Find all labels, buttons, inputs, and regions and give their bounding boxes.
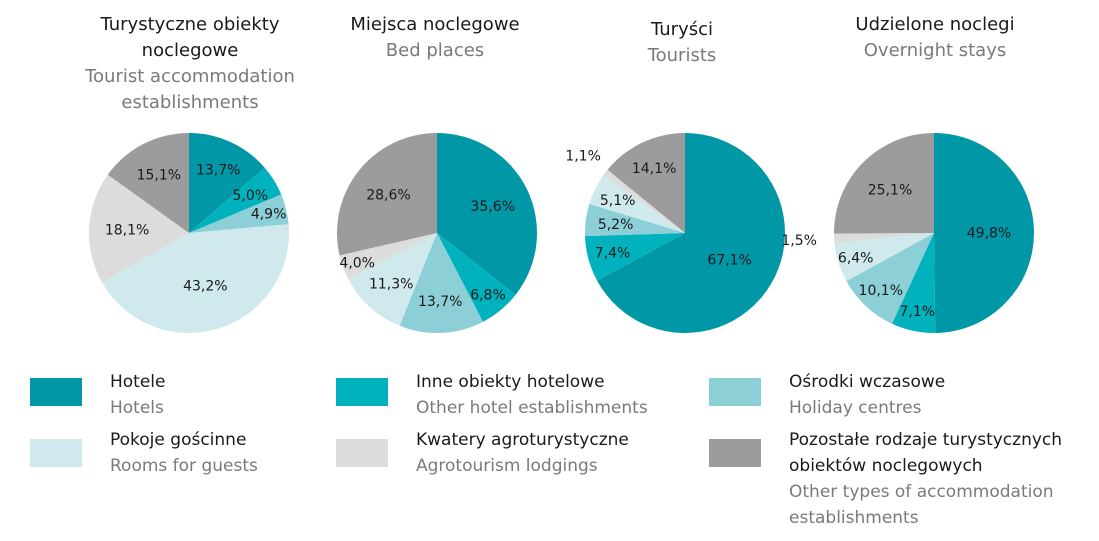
pie-slice-label-other-hotel: 7,1% [899, 304, 935, 320]
pie-slice-label-other-hotel: 6,8% [470, 288, 506, 304]
pie-slice-label-hotels: 13,7% [196, 162, 240, 178]
pie-title-pl: Miejsca noclegowe [350, 14, 520, 35]
pie-title-establishments: Turystyczne obiekty noclegowe Tourist ac… [75, 12, 305, 116]
pie-slice-hotels [934, 133, 1034, 333]
pie-title-tourists: Turyści Tourists [567, 17, 797, 69]
pie-slice-agro [834, 233, 934, 244]
pie-slice-hotels [597, 133, 785, 333]
pie-slice-other [834, 133, 934, 234]
pie-slice-label-hotels: 35,6% [471, 199, 515, 215]
legend-swatch-holiday [709, 378, 761, 406]
pie-slice-agro [603, 169, 685, 233]
pie-title-pl: Turystyczne obiekty noclegowe [100, 14, 280, 61]
pie-charts: 13,7% 5,0% 4,9% 43,2% 18,1% 15,1% 35,6% 6,8% 13,… [89, 133, 1034, 333]
pie-slice-label-other-hotel: 5,0% [232, 188, 268, 204]
pie-slice-rooms [589, 175, 685, 233]
pie-slice-other [107, 133, 189, 233]
pie-slice-label-holiday: 5,2% [598, 217, 634, 233]
pie-slice-label-hotels: 49,8% [967, 226, 1011, 242]
legend-label-en: Rooms for guests [110, 456, 258, 476]
pie-slice-label-other: 15,1% [137, 167, 181, 183]
legend-swatch-agro [336, 439, 388, 467]
pie-slice-label-agro: 4,0% [339, 255, 375, 271]
legend-label-en: Other types of accommodation establishme… [789, 482, 1054, 528]
pie-slice-holiday [846, 233, 934, 324]
legend-label-pl: Pokoje gościnne [110, 430, 247, 450]
legend-label-pl: Kwatery agroturystyczne [416, 430, 629, 450]
pie-slice-agro [339, 233, 437, 279]
pie-slice-label-rooms: 6,4% [838, 250, 874, 266]
pie-slice-other [336, 133, 437, 256]
pie-slice-label-holiday: 10,1% [859, 283, 903, 299]
legend-label-en: Hotels [110, 398, 164, 418]
pie-slice-agro [89, 174, 189, 283]
pie-slice-holiday [399, 233, 483, 333]
pie-slice-holiday [584, 203, 685, 237]
pie-slice-label-rooms: 5,1% [600, 193, 636, 209]
pie-slice-other-hotel [585, 233, 685, 281]
pie-slice-label-other: 14,1% [632, 161, 676, 177]
legend-label-en: Other hotel establishments [416, 398, 648, 418]
pie-subtitle-en: Tourists [647, 45, 717, 66]
pie-slice-label-holiday: 4,9% [251, 206, 287, 222]
pie-subtitle-en: Tourist accommodation establishments [85, 66, 295, 113]
pie-slice-holiday [189, 194, 289, 233]
pie-slice-rooms [348, 233, 437, 326]
pie-slice-label-agro: 1,5% [781, 233, 817, 249]
pie-slice-other [607, 133, 685, 233]
pie-slice-label-agro: 1,1% [565, 149, 601, 165]
pie-title-bed-places: Miejsca noclegowe Bed places [320, 12, 550, 64]
pie-title-pl: Turyści [651, 19, 713, 40]
pie-slice-label-rooms: 11,3% [369, 276, 413, 292]
pie-title-pl: Udzielone noclegi [855, 14, 1015, 35]
pie-slice-label-agro: 18,1% [105, 223, 149, 239]
pie-slice-label-other-hotel: 7,4% [595, 246, 631, 262]
legend-label-pl: Pozostałe rodzaje turystycznych obiektów… [789, 430, 1063, 476]
pie-slice-label-hotels: 67,1% [707, 253, 751, 269]
pie-slice-other-hotel [189, 167, 282, 233]
legend-label-en: Holiday centres [789, 398, 922, 418]
pie-slice-label-other: 28,6% [366, 187, 410, 203]
pie-subtitle-en: Overnight stays [863, 40, 1007, 61]
pie-slice-rooms [834, 233, 934, 282]
legend-label-pl: Hotele [110, 372, 166, 392]
legend-label-pl: Ośrodki wczasowe [789, 372, 946, 392]
legend-label-pl: Inne obiekty hotelowe [416, 372, 605, 392]
pie-slice-other-hotel [437, 233, 516, 322]
legend-swatch-other-hotel [336, 378, 388, 406]
pie-slice-label-other: 25,1% [868, 182, 912, 198]
legend-label-en: Agrotourism lodgings [416, 456, 598, 476]
pie-subtitle-en: Bed places [385, 40, 485, 61]
pie-slice-label-rooms: 43,2% [183, 279, 227, 295]
pie-slice-rooms [101, 224, 290, 333]
pie-title-overnight-stays: Udzielone noclegi Overnight stays [820, 12, 1050, 64]
legend-swatch-hotels [30, 378, 82, 406]
legend-swatch-other [709, 439, 761, 467]
legend-swatch-rooms [30, 439, 82, 467]
pie-slice-other-hotel [891, 233, 936, 333]
pie-slice-label-holiday: 13,7% [418, 294, 462, 310]
pie-slice-hotels [189, 133, 265, 233]
pie-slice-hotels [437, 133, 537, 295]
